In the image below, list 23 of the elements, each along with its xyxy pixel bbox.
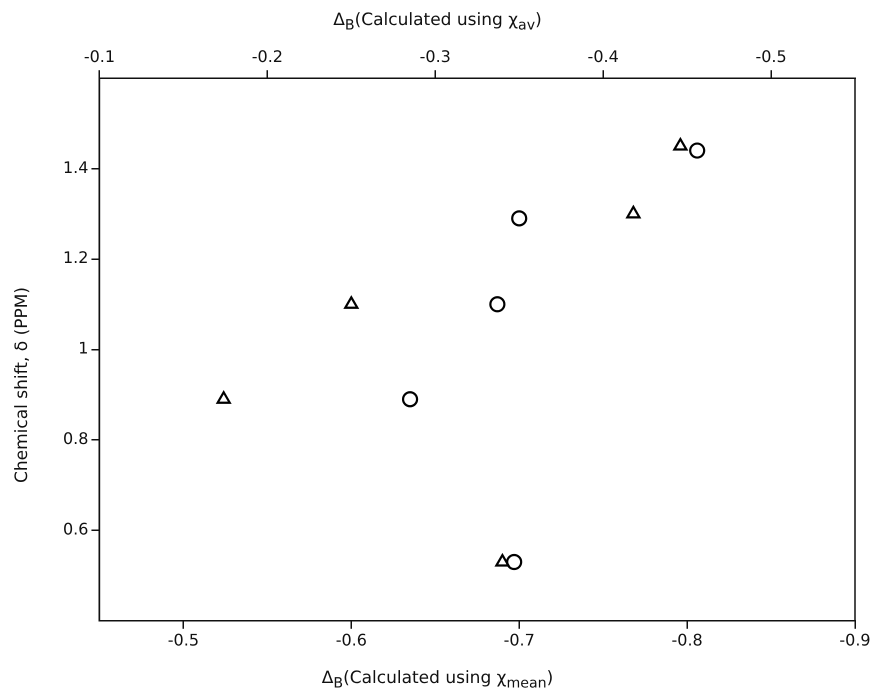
point [511, 210, 528, 226]
y-axis-title: Chemical shift, δ (PPM) [12, 286, 32, 484]
point [689, 142, 706, 159]
y-tick-label: 0.8 [62, 429, 88, 448]
x-tick-label: -0.6 [336, 630, 367, 650]
x-tick-label: -0.9 [839, 630, 871, 650]
x-tick-label: -0.7 [504, 630, 535, 650]
point [402, 391, 418, 408]
x2-tick-label: -0.4 [588, 46, 619, 66]
x-tick-label: -0.5 [168, 630, 200, 650]
y-tick-label: 1.4 [62, 158, 88, 177]
point [506, 554, 522, 570]
x2-tick-label: -0.1 [84, 46, 116, 66]
y-tick-label: 0.6 [62, 520, 88, 539]
x2-tick-label: -0.5 [755, 46, 787, 66]
y-tick-label: 1 [78, 338, 88, 358]
x2-tick-label: -0.2 [252, 46, 283, 66]
x-axis-title: Δ$_{B}$(Calculated using χ$_{mean}$) [320, 668, 554, 691]
x-tick-label: -0.8 [671, 630, 703, 650]
y-tick-label: 1.2 [62, 248, 88, 268]
x2-tick-label: -0.3 [420, 46, 451, 66]
x2-axis-title: Δ$_{B}$(Calculated using χ$_{av}$) [332, 10, 543, 34]
point [489, 296, 506, 312]
